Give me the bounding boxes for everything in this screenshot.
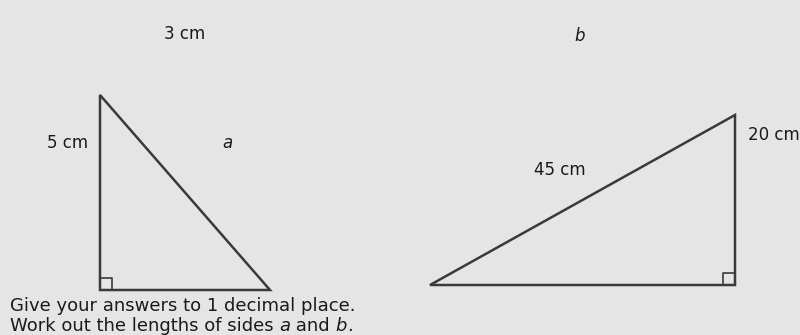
Text: 45 cm: 45 cm: [534, 161, 586, 179]
Text: and: and: [290, 317, 336, 335]
Text: a: a: [279, 317, 290, 335]
Text: .: .: [347, 317, 353, 335]
Text: Give your answers to 1 decimal place.: Give your answers to 1 decimal place.: [10, 297, 355, 315]
Text: b: b: [336, 317, 347, 335]
Text: Work out the lengths of sides: Work out the lengths of sides: [10, 317, 279, 335]
Text: 3 cm: 3 cm: [164, 25, 206, 43]
Text: 20 cm: 20 cm: [748, 126, 800, 144]
Text: a: a: [222, 134, 232, 152]
Text: 5 cm: 5 cm: [47, 134, 88, 152]
Text: b: b: [574, 27, 586, 45]
